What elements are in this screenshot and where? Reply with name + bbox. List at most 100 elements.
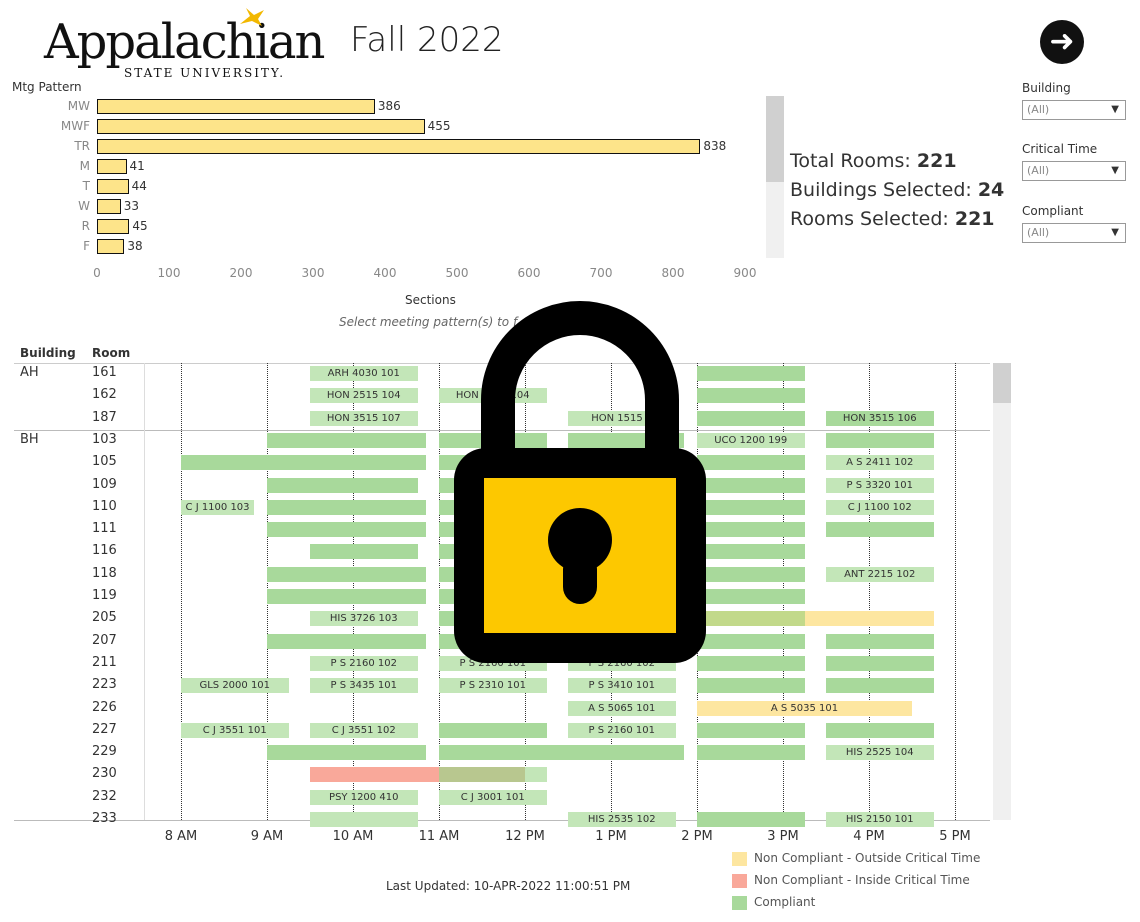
room-label: 119 [92, 588, 117, 603]
compliant-filter-select[interactable]: (All) ▼ [1022, 223, 1126, 243]
schedule-block[interactable] [310, 366, 418, 381]
schedule-block[interactable] [697, 812, 805, 827]
schedule-block[interactable] [697, 655, 805, 671]
padlock-icon [440, 300, 720, 674]
schedule-block[interactable] [697, 633, 805, 649]
schedule-block[interactable] [568, 722, 676, 738]
schedule-block[interactable] [826, 745, 934, 761]
schedule-block[interactable] [267, 566, 427, 582]
pattern-bar[interactable] [97, 99, 375, 114]
schedule-block[interactable] [568, 678, 676, 694]
schedule-scroll-thumb[interactable] [993, 363, 1011, 403]
schedule-block[interactable] [697, 566, 805, 582]
schedule-block[interactable] [826, 678, 934, 694]
schedule-block[interactable] [310, 812, 418, 827]
schedule-block[interactable] [267, 499, 427, 515]
pattern-bar[interactable] [97, 119, 425, 134]
schedule-block[interactable] [439, 678, 547, 694]
schedule-block[interactable] [697, 366, 805, 381]
schedule-block[interactable] [267, 522, 427, 538]
schedule-block[interactable] [804, 611, 934, 627]
schedule-block[interactable] [439, 767, 525, 783]
schedule-block[interactable] [697, 745, 805, 761]
schedule-scrollbar[interactable] [993, 363, 1011, 820]
schedule-block[interactable] [826, 477, 934, 493]
pattern-bar[interactable] [97, 159, 127, 174]
next-page-button[interactable]: ➜ [1040, 20, 1084, 64]
schedule-block[interactable] [826, 522, 934, 538]
rooms-selected-value: 221 [954, 208, 995, 230]
pattern-bar[interactable] [97, 179, 129, 194]
critical-time-filter-select[interactable]: (All) ▼ [1022, 161, 1126, 181]
time-axis-label: 12 PM [505, 829, 545, 844]
schedule-block[interactable] [310, 722, 418, 738]
legend-swatch [732, 874, 747, 888]
schedule-block[interactable] [826, 410, 934, 426]
schedule-block[interactable] [697, 477, 805, 493]
legend-label: Non Compliant - Inside Critical Time [754, 873, 970, 887]
section-label: P S 2160 101 [459, 657, 526, 669]
schedule-block[interactable] [525, 767, 547, 783]
pattern-bar[interactable] [97, 199, 121, 214]
schedule-block[interactable] [826, 812, 934, 827]
pattern-bar[interactable] [97, 219, 130, 234]
schedule-block[interactable] [697, 432, 805, 448]
last-updated-label: Last Updated: [386, 879, 470, 893]
section-label: P S 3320 101 [846, 479, 913, 491]
schedule-block[interactable] [439, 722, 547, 738]
schedule-block[interactable] [439, 745, 685, 761]
schedule-block[interactable] [568, 812, 676, 827]
schedule-block[interactable] [826, 722, 934, 738]
schedule-block[interactable] [310, 789, 418, 805]
building-filter-select[interactable]: (All) ▼ [1022, 100, 1126, 120]
schedule-block[interactable] [826, 455, 934, 471]
schedule-block[interactable] [697, 522, 805, 538]
schedule-block[interactable] [697, 678, 805, 694]
schedule-block[interactable] [826, 432, 934, 448]
schedule-block[interactable] [267, 589, 427, 604]
schedule-block[interactable] [181, 722, 289, 738]
schedule-block[interactable] [310, 388, 418, 404]
schedule-block[interactable] [181, 499, 255, 515]
schedule-block[interactable] [826, 655, 934, 671]
section-label: HON 3515 106 [842, 412, 917, 424]
room-label: 105 [92, 454, 117, 470]
schedule-block[interactable] [267, 477, 418, 493]
schedule-block[interactable] [826, 633, 934, 649]
schedule-block[interactable] [439, 789, 547, 805]
pattern-bar[interactable] [97, 139, 701, 154]
section-label: PSY 1200 410 [329, 791, 399, 803]
schedule-block[interactable] [826, 566, 934, 582]
schedule-block[interactable] [181, 678, 289, 694]
schedule-block[interactable] [826, 499, 934, 515]
schedule-block[interactable] [267, 432, 427, 448]
schedule-block[interactable] [697, 499, 805, 515]
schedule-block[interactable] [181, 455, 427, 471]
schedule-block[interactable] [310, 410, 418, 426]
section-label: GLS 2000 101 [199, 680, 271, 692]
critical-time-filter-value: (All) [1027, 164, 1050, 177]
bar-scroll-thumb[interactable] [766, 96, 784, 182]
schedule-block[interactable] [310, 678, 418, 694]
schedule-block[interactable] [310, 655, 418, 671]
schedule-block[interactable] [697, 611, 805, 627]
bar-tick-label: 300 [301, 266, 325, 280]
schedule-block[interactable] [697, 544, 805, 560]
schedule-block[interactable] [697, 700, 912, 716]
schedule-block[interactable] [568, 700, 676, 716]
schedule-block[interactable] [697, 589, 805, 604]
schedule-block[interactable] [697, 388, 805, 404]
pattern-bar[interactable] [97, 239, 125, 254]
schedule-block[interactable] [267, 745, 427, 761]
schedule-block[interactable] [310, 544, 418, 560]
room-label: 233 [92, 811, 117, 826]
schedule-block[interactable] [697, 722, 805, 738]
schedule-block[interactable] [267, 633, 427, 649]
bar-tick-label: 100 [157, 266, 181, 280]
schedule-block[interactable] [310, 767, 439, 783]
schedule-block[interactable] [310, 611, 418, 627]
room-label: 205 [92, 610, 117, 626]
schedule-block[interactable] [697, 455, 805, 471]
schedule-block[interactable] [697, 410, 805, 426]
bar-scrollbar[interactable] [766, 96, 784, 258]
